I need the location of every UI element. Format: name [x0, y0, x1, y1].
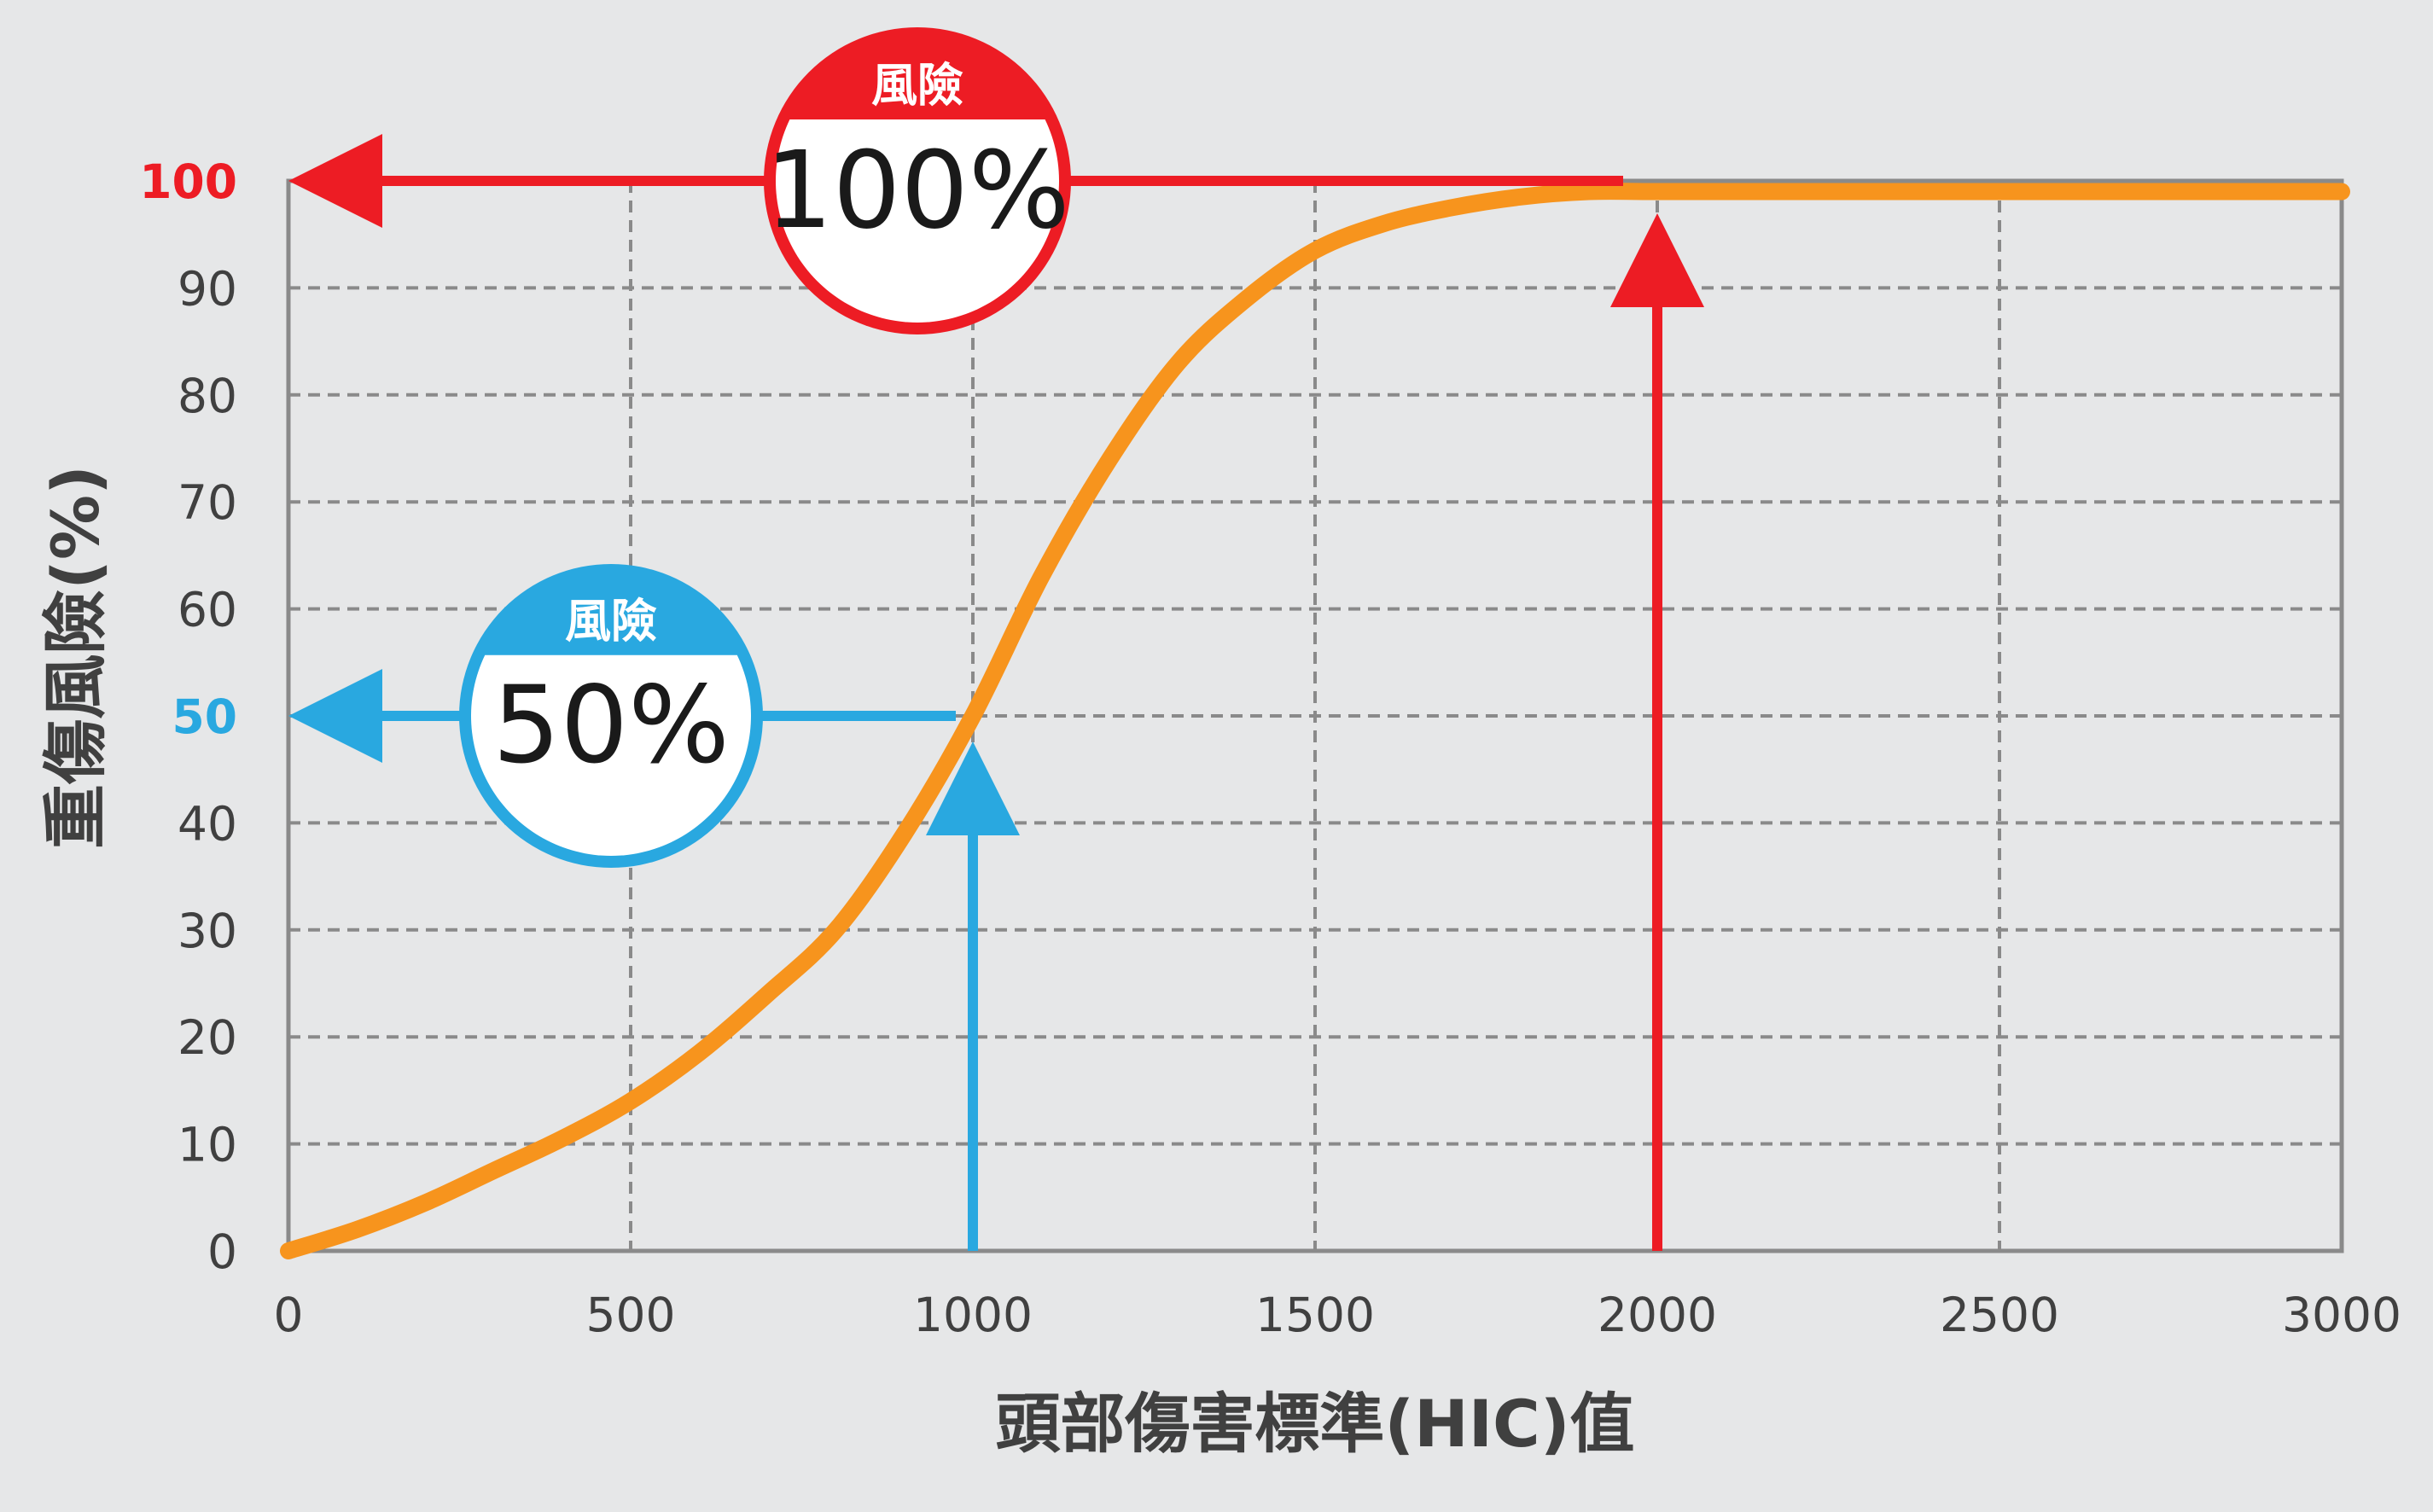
risk-annotation: 風險 50%	[288, 564, 1020, 1251]
y-axis-title: 重傷風險(%)	[38, 465, 114, 849]
arrow-head-left	[288, 669, 382, 763]
risk-annotation: 風險 100%	[288, 27, 1704, 1251]
y-tick-label: 100	[139, 154, 237, 209]
arrow-head-up	[1610, 213, 1704, 307]
y-tick-label: 70	[178, 475, 237, 530]
badge-value: 100%	[765, 129, 1069, 253]
badge-label: 風險	[871, 58, 963, 112]
y-tick-label: 50	[172, 689, 237, 744]
badge-value: 50%	[492, 663, 730, 787]
x-tick-label: 1000	[913, 1288, 1033, 1342]
y-axis-ticks: 0 10 20 30 40 50 60 70 80 90 100	[139, 154, 237, 1279]
y-tick-label: 80	[178, 369, 237, 423]
x-tick-label: 500	[586, 1288, 676, 1342]
risk-badge: 風險 50%	[459, 564, 763, 868]
arrow-head-left	[288, 134, 382, 228]
x-tick-label: 2500	[1940, 1288, 2059, 1342]
y-tick-label: 0	[207, 1224, 237, 1279]
x-tick-label: 0	[274, 1288, 304, 1342]
x-tick-label: 3000	[2282, 1288, 2401, 1342]
series-line	[280, 183, 2350, 1259]
y-tick-label: 10	[178, 1118, 237, 1172]
x-axis-ticks: 0 500 1000 1500 2000 2500 3000	[274, 1288, 2401, 1342]
badge-inner	[776, 119, 1059, 323]
y-tick-label: 60	[178, 583, 237, 637]
x-axis-title: 頭部傷害標準(HIC)值	[995, 1386, 1634, 1462]
x-tick-label: 1500	[1255, 1288, 1375, 1342]
annotations: 風險 100% 風險 50%	[288, 27, 1704, 1251]
y-tick-label: 20	[178, 1010, 237, 1065]
y-tick-label: 40	[178, 796, 237, 851]
y-tick-label: 30	[178, 904, 237, 958]
badge-inner	[470, 654, 751, 856]
y-tick-label: 90	[178, 261, 237, 316]
x-tick-label: 2000	[1598, 1288, 1717, 1342]
risk-badge: 風險 100%	[764, 27, 1071, 334]
arrow-head-up	[926, 741, 1020, 835]
badge-label: 風險	[565, 594, 657, 648]
series-layer	[280, 183, 2350, 1259]
